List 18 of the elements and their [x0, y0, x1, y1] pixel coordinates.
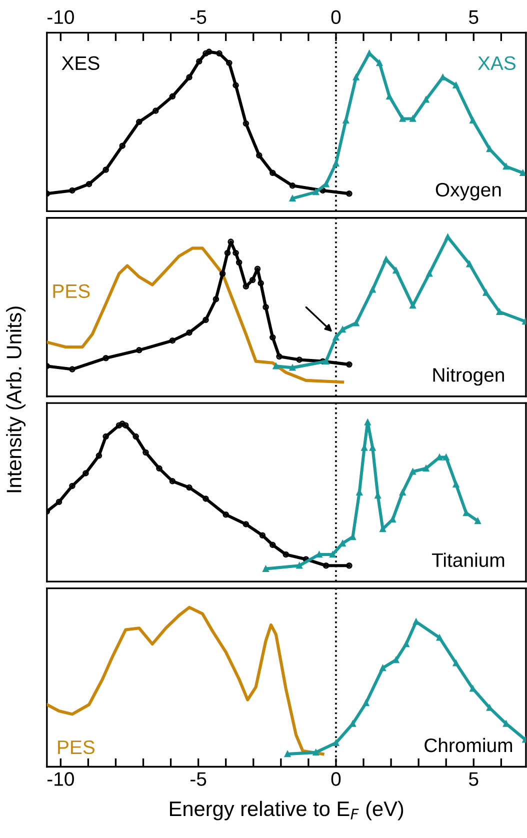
x-axis-title: Energy relative to E$_{F}$ (eV)	[170, 800, 404, 820]
x2-tick-label: -10	[47, 10, 74, 24]
x2-tick-label: -5	[190, 10, 206, 24]
x2-tick-label: 0	[331, 10, 341, 24]
series-label: XAS	[478, 56, 516, 70]
series-label: PES	[58, 740, 94, 754]
y-axis-title: Intensity (Arb. Units)	[6, 306, 26, 492]
text: XES	[62, 56, 100, 70]
x-tick-label: -5	[190, 772, 206, 786]
annotation: Nitrogen	[433, 368, 504, 386]
x-tick-label: 5	[469, 772, 478, 786]
annotation: Titanium	[432, 552, 504, 568]
series-label: PES	[53, 284, 90, 298]
x2-tick-label: 5	[469, 10, 478, 24]
x-tick-label: 0	[331, 772, 341, 786]
annotation: Oxygen	[436, 182, 501, 200]
x-tick-label: -10	[47, 772, 74, 786]
annotation: Chromium	[424, 738, 512, 752]
